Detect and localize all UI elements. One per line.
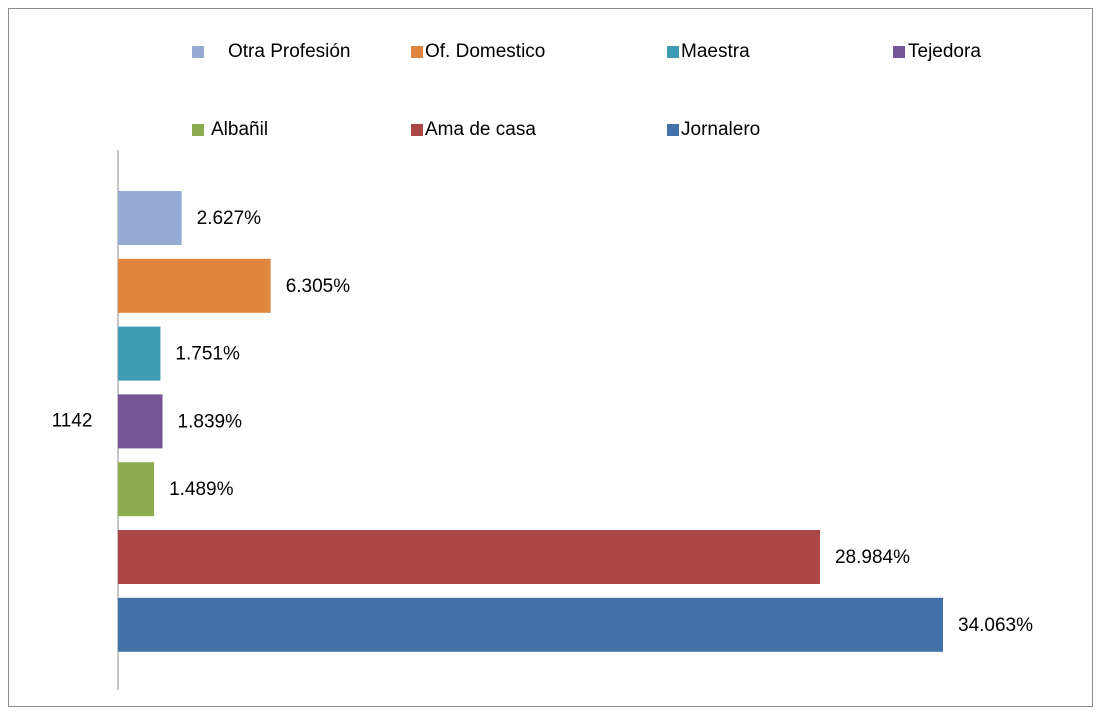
legend-swatch xyxy=(192,46,204,58)
bar xyxy=(118,462,155,517)
legend-swatch xyxy=(667,46,679,58)
bar xyxy=(118,394,163,449)
value-label: 28.984% xyxy=(835,547,910,568)
legend-label: Tejedora xyxy=(908,41,981,62)
legend-label: Maestra xyxy=(681,41,750,62)
value-label: 1.839% xyxy=(178,411,243,432)
legend-label: Albañil xyxy=(211,119,268,140)
legend-swatch xyxy=(893,46,905,58)
value-label: 34.063% xyxy=(958,615,1033,636)
legend-swatch xyxy=(192,124,204,136)
legend-label: Of. Domestico xyxy=(425,41,545,62)
legend-label: Jornalero xyxy=(681,119,760,140)
value-label: 2.627% xyxy=(197,208,262,229)
legend-label: Otra Profesión xyxy=(228,41,351,62)
bar xyxy=(118,597,943,652)
value-label: 1.751% xyxy=(175,344,240,365)
chart-frame xyxy=(8,8,1093,707)
legend-swatch xyxy=(411,124,423,136)
legend-swatch xyxy=(411,46,423,58)
value-label: 1.489% xyxy=(169,479,234,500)
value-label: 6.305% xyxy=(286,276,351,297)
bar xyxy=(118,326,161,381)
legend-label: Ama de casa xyxy=(425,119,536,140)
legend-swatch xyxy=(667,124,679,136)
bar xyxy=(118,191,182,245)
bar xyxy=(118,258,271,313)
bar xyxy=(118,530,820,584)
y-tick-label: 1142 xyxy=(52,410,93,431)
